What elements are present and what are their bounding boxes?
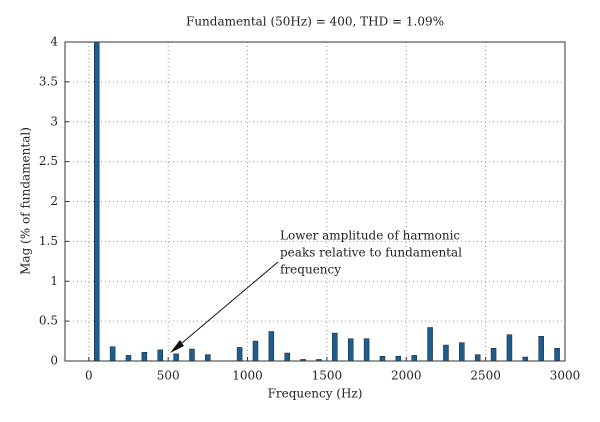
bar <box>443 344 449 361</box>
y-tick-label: 3.5 <box>39 74 58 88</box>
bar <box>157 349 163 361</box>
bar <box>332 332 338 361</box>
bar <box>506 334 513 361</box>
grid <box>65 41 566 362</box>
annotation-arrow <box>175 261 279 349</box>
bar <box>189 348 195 361</box>
x-tick-label: 2000 <box>391 369 422 383</box>
bar <box>125 355 132 361</box>
y-tick-label: 0.5 <box>39 314 58 328</box>
bars <box>93 42 560 361</box>
y-tick-label: 3 <box>50 114 58 128</box>
bar <box>522 356 529 361</box>
bar <box>411 355 417 361</box>
y-axis-label: Mag (% of fundamental) <box>19 127 33 275</box>
annotation: Lower amplitude of harmonic peaks relati… <box>170 229 462 353</box>
bar <box>427 327 433 361</box>
bar <box>173 353 179 361</box>
x-tick-label: 1500 <box>312 369 343 383</box>
bar <box>459 342 465 361</box>
arrow-head <box>170 340 184 353</box>
annotation-line: frequency <box>280 263 341 277</box>
x-tick-label: 1000 <box>232 369 263 383</box>
x-tick-label: 2500 <box>470 369 501 383</box>
x-tick-label: 3000 <box>550 369 581 383</box>
annotation-line: peaks relative to fundamental <box>280 246 462 260</box>
y-tick-label: 2.5 <box>39 154 58 168</box>
y-tick-label: 1 <box>50 274 58 288</box>
y-tick-label: 1.5 <box>39 234 58 248</box>
bar <box>236 347 243 361</box>
x-tick-label: 0 <box>85 369 93 383</box>
bar <box>268 331 275 361</box>
bar <box>490 347 497 361</box>
y-tick-label: 2 <box>50 194 58 208</box>
bar <box>205 354 211 361</box>
x-tick-label: 500 <box>157 369 180 383</box>
bar <box>347 338 354 361</box>
bar <box>109 346 116 361</box>
bar <box>363 338 370 361</box>
bar <box>284 352 290 361</box>
x-axis-label: Frequency (Hz) <box>268 387 363 401</box>
y-tick-label: 4 <box>50 35 58 49</box>
bar <box>554 347 560 361</box>
bar <box>538 336 544 361</box>
y-tick-label: 0 <box>50 354 58 368</box>
bar <box>395 355 402 361</box>
bar <box>379 355 386 361</box>
annotation-line: Lower amplitude of harmonic <box>280 229 460 243</box>
bar <box>474 354 481 361</box>
bar <box>93 42 100 361</box>
chart-title: Fundamental (50Hz) = 400, THD = 1.09% <box>186 15 444 29</box>
bar <box>141 351 148 361</box>
bar <box>252 340 259 361</box>
plot-frame <box>64 41 566 362</box>
